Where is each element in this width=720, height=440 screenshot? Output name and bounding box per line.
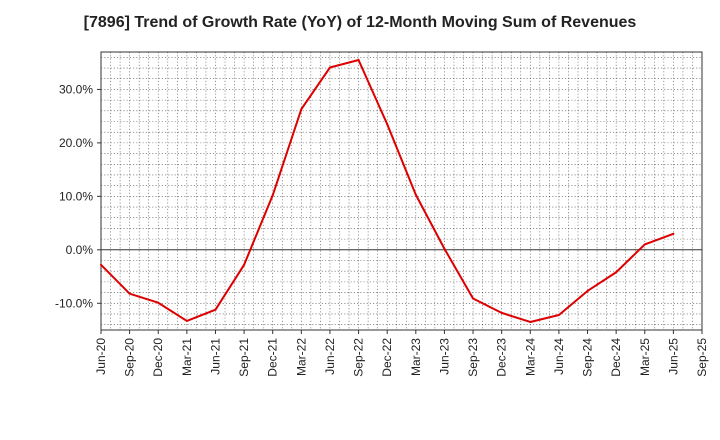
data-point [128,292,131,295]
x-tick-label: Sep-21 [237,338,251,377]
x-tick-label: Jun-22 [323,338,337,375]
data-point [185,319,188,322]
chart-title: [7896] Trend of Growth Rate (YoY) of 12-… [83,14,637,31]
plot-frame [100,51,703,331]
x-tick-label: Jun-23 [437,338,451,375]
x-tick-label: Dec-21 [266,338,280,377]
x-tick-label: Sep-23 [466,338,480,377]
data-point [586,289,589,292]
data-point [271,194,274,197]
x-tick-label: Dec-22 [380,338,394,377]
data-point [615,271,618,274]
y-tick-label: -10.0% [55,296,93,310]
plot-area [101,52,702,330]
data-point [357,59,360,62]
data-point [472,297,475,300]
y-tick-label: 0.0% [66,243,94,257]
data-point [672,232,675,235]
y-tick-label: 30.0% [59,82,93,96]
data-point [414,193,417,196]
x-tick-label: Mar-25 [638,338,652,376]
x-tick-label: Mar-23 [409,338,423,376]
data-point [214,308,217,311]
x-tick-label: Dec-24 [609,338,623,377]
data-point [157,301,160,304]
x-tick-label: Mar-24 [523,338,537,376]
x-tick-label: Sep-25 [695,338,709,377]
x-tick-label: Jun-25 [666,338,680,375]
y-tick-label: 20.0% [59,136,93,150]
data-point [328,66,331,69]
x-tick-label: Dec-23 [495,338,509,377]
data-point [557,314,560,317]
data-point [500,311,503,314]
data-point [643,243,646,246]
data-point [100,263,102,266]
data-point [386,123,389,126]
y-tick-label: 10.0% [59,189,93,203]
x-tick-label: Sep-22 [352,338,366,377]
x-tick-label: Dec-20 [151,338,165,377]
x-tick-label: Jun-24 [552,338,566,375]
data-point [243,263,246,266]
x-tick-label: Mar-22 [294,338,308,376]
x-tick-label: Jun-21 [208,338,222,375]
x-tick-label: Sep-20 [123,338,137,377]
data-point [300,108,303,111]
x-tick-label: Sep-24 [581,338,595,377]
data-point [529,320,532,323]
data-point [443,247,446,250]
x-tick-label: Mar-21 [180,338,194,376]
x-tick-label: Jun-20 [94,338,108,375]
